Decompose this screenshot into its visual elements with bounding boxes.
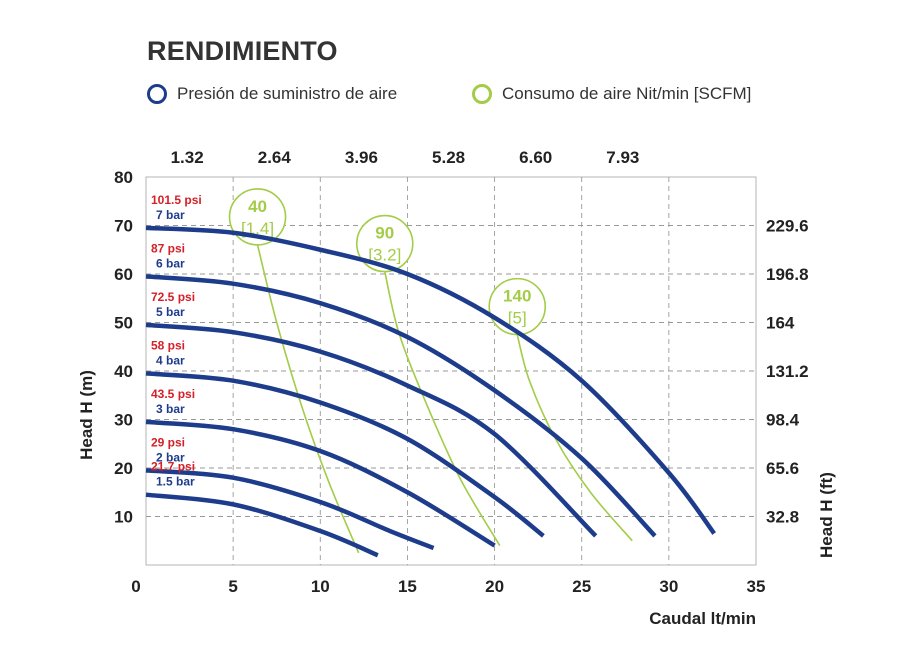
x-tick-label: 15 [398,577,417,596]
top-tick-label: 6.60 [519,148,552,167]
consumption-scfm: [5] [508,309,527,328]
top-tick-label: 2.64 [258,148,292,167]
psi-label: 43.5 psi [151,387,195,401]
x-tick-label: 0 [131,577,140,596]
y-axis-title: Head H (m) [77,370,96,460]
right-tick-label: 164 [766,314,795,333]
legend-pressure: Presión de suministro de aire [147,84,397,104]
pressure-curve [145,322,598,538]
bar-label: 4 bar [156,353,185,367]
y-tick-label: 50 [114,314,133,333]
pressure-curve [145,419,496,548]
pressure-curve [145,492,379,558]
y-tick-label: 40 [114,362,133,381]
x-axis-title: Caudal lt/min [649,609,756,628]
y-tick-label: 10 [114,508,133,527]
green-ring-icon [472,84,492,104]
psi-label: 58 psi [151,338,185,352]
right-tick-label: 65.6 [766,459,799,478]
bar-label: 2 bar [156,450,185,464]
consumption-value: 140 [503,287,531,306]
legend-consumption: Consumo de aire Nit/min [SCFM] [472,84,751,104]
pressure-curve [145,468,435,551]
y-axis-title-right: Head H (ft) [817,472,836,558]
right-tick-label: 196.8 [766,265,809,284]
y-tick-label: 80 [114,168,133,187]
consumption-bubble [355,214,414,273]
psi-label: 101.5 psi [151,193,202,207]
pressure-curve [145,274,657,538]
x-tick-label: 30 [659,577,678,596]
legend-consumption-label: Consumo de aire Nit/min [SCFM] [502,84,752,103]
right-tick-label: 131.2 [766,362,809,381]
consumption-value: 40 [248,197,267,216]
bar-label: 1.5 bar [156,475,195,489]
psi-label: 72.5 psi [151,290,195,304]
consumption-bubble [228,188,287,246]
x-tick-label: 10 [311,577,330,596]
top-tick-label: 3.96 [345,148,378,167]
y-tick-label: 30 [114,411,133,430]
consumption-line [383,271,501,547]
right-tick-label: 32.8 [766,508,799,527]
bar-label: 3 bar [156,402,185,416]
bar-label: 5 bar [156,305,185,319]
psi-label: 87 psi [151,241,185,255]
x-tick-label: 25 [572,577,591,596]
pressure-curve [145,371,545,538]
bar-label: 6 bar [156,256,185,270]
consumption-line [516,334,633,542]
legend-pressure-label: Presión de suministro de aire [177,84,398,103]
top-tick-label: 5.28 [432,148,465,167]
consumption-value: 90 [375,224,394,243]
consumption-scfm: [3.2] [368,246,401,265]
consumption-line [256,244,360,554]
pressure-curve [145,225,716,535]
psi-label: 21.7 psi [151,460,195,474]
right-tick-label: 98.4 [766,411,800,430]
psi-label: 29 psi [151,435,185,449]
top-tick-label: 1.32 [171,148,204,167]
top-tick-label: 7.93 [606,148,639,167]
x-tick-label: 20 [485,577,504,596]
chart-title: RENDIMIENTO [147,36,338,66]
blue-ring-icon [147,84,167,104]
y-tick-label: 60 [114,265,133,284]
y-tick-label: 20 [114,459,133,478]
bar-label: 7 bar [156,208,185,222]
y-tick-label: 70 [114,217,133,236]
x-tick-label: 35 [747,577,766,596]
right-tick-label: 229.6 [766,217,809,236]
x-tick-label: 5 [228,577,237,596]
